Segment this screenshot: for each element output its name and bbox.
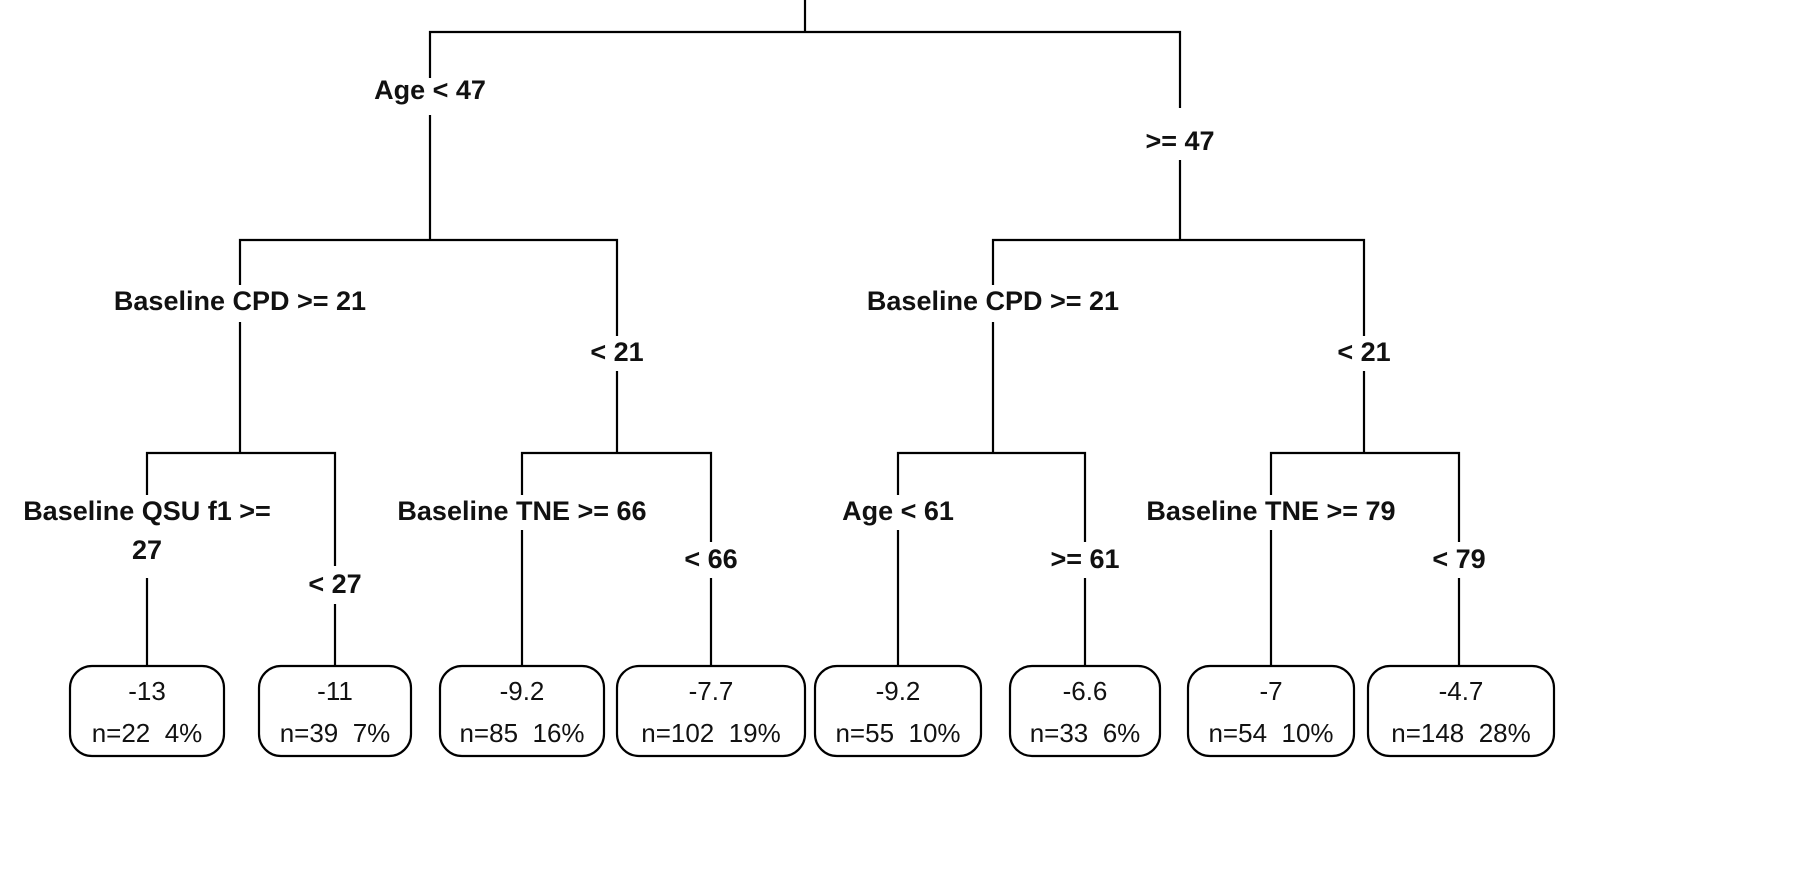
- leaf-stats: n=85 16%: [459, 718, 584, 748]
- leaf-box: [1366, 664, 1556, 758]
- leaf-node: -13 n=22 4%: [68, 664, 226, 758]
- leaf-box: [813, 664, 983, 758]
- edge-rr-split: [1269, 451, 1461, 542]
- leaf-box: [257, 664, 413, 758]
- leaf-node: -9.2 n=55 10%: [813, 664, 983, 758]
- split-label-tne-ge-66: Baseline TNE >= 66: [397, 496, 646, 526]
- split-labels: Age < 47 >= 47 Baseline CPD >= 21 < 21 B…: [23, 75, 1485, 599]
- leaf-value: -11: [317, 676, 353, 706]
- leaf-value: -9.2: [500, 676, 545, 706]
- leaf-node: -4.7 n=148 28%: [1366, 664, 1556, 758]
- leaf-value: -7: [1259, 676, 1282, 706]
- edge-right-split: [991, 238, 1366, 336]
- edge-rl-split: [896, 451, 1087, 542]
- leaf-box: [1186, 664, 1356, 758]
- leaf-nodes: -13 n=22 4% -11 n=39 7% -9.2 n=85 16% -7…: [68, 664, 1556, 758]
- leaf-node: -6.6 n=33 6%: [1008, 664, 1162, 758]
- leaf-value: -9.2: [876, 676, 921, 706]
- leaf-stats: n=33 6%: [1030, 718, 1141, 748]
- leaf-value: -13: [128, 676, 166, 706]
- leaf-stats: n=148 28%: [1391, 718, 1531, 748]
- leaf-box: [615, 664, 807, 758]
- edge-root-split: [428, 30, 1182, 108]
- leaf-box: [68, 664, 226, 758]
- split-label-qsu-lt-27: < 27: [308, 569, 361, 599]
- leaf-value: -6.6: [1063, 676, 1108, 706]
- leaf-box: [1008, 664, 1162, 758]
- leaf-stats: n=55 10%: [835, 718, 960, 748]
- split-label-age-lt-47: Age < 47: [374, 75, 486, 105]
- split-label-qsu-ge-27-line1: Baseline QSU f1 >=: [23, 496, 271, 526]
- leaf-node: -7.7 n=102 19%: [615, 664, 807, 758]
- split-label-cpd-lt-21-left: < 21: [590, 337, 643, 367]
- split-label-cpd-lt-21-right: < 21: [1337, 337, 1390, 367]
- split-label-age-ge-47: >= 47: [1145, 126, 1214, 156]
- split-label-tne-lt-79: < 79: [1432, 544, 1485, 574]
- split-label-tne-ge-79: Baseline TNE >= 79: [1146, 496, 1395, 526]
- split-label-age-ge-61: >= 61: [1050, 544, 1119, 574]
- split-label-tne-lt-66: < 66: [684, 544, 737, 574]
- edge-ll-split: [145, 451, 337, 566]
- leaf-value: -7.7: [689, 676, 734, 706]
- leaf-node: -11 n=39 7%: [257, 664, 413, 758]
- leaf-stats: n=54 10%: [1208, 718, 1333, 748]
- split-label-cpd-ge-21-right: Baseline CPD >= 21: [867, 286, 1119, 316]
- leaf-stats: n=22 4%: [92, 718, 203, 748]
- split-label-age-lt-61: Age < 61: [842, 496, 954, 526]
- edge-lr-split: [520, 451, 713, 542]
- tree-edges: [145, 0, 1461, 665]
- split-label-qsu-ge-27-line2: 27: [132, 535, 162, 565]
- edge-left-split: [238, 238, 619, 336]
- leaf-box: [438, 664, 606, 758]
- leaf-node: -7 n=54 10%: [1186, 664, 1356, 758]
- split-label-cpd-ge-21-left: Baseline CPD >= 21: [114, 286, 366, 316]
- leaf-node: -9.2 n=85 16%: [438, 664, 606, 758]
- leaf-stats: n=102 19%: [641, 718, 781, 748]
- leaf-value: -4.7: [1439, 676, 1484, 706]
- leaf-stats: n=39 7%: [280, 718, 391, 748]
